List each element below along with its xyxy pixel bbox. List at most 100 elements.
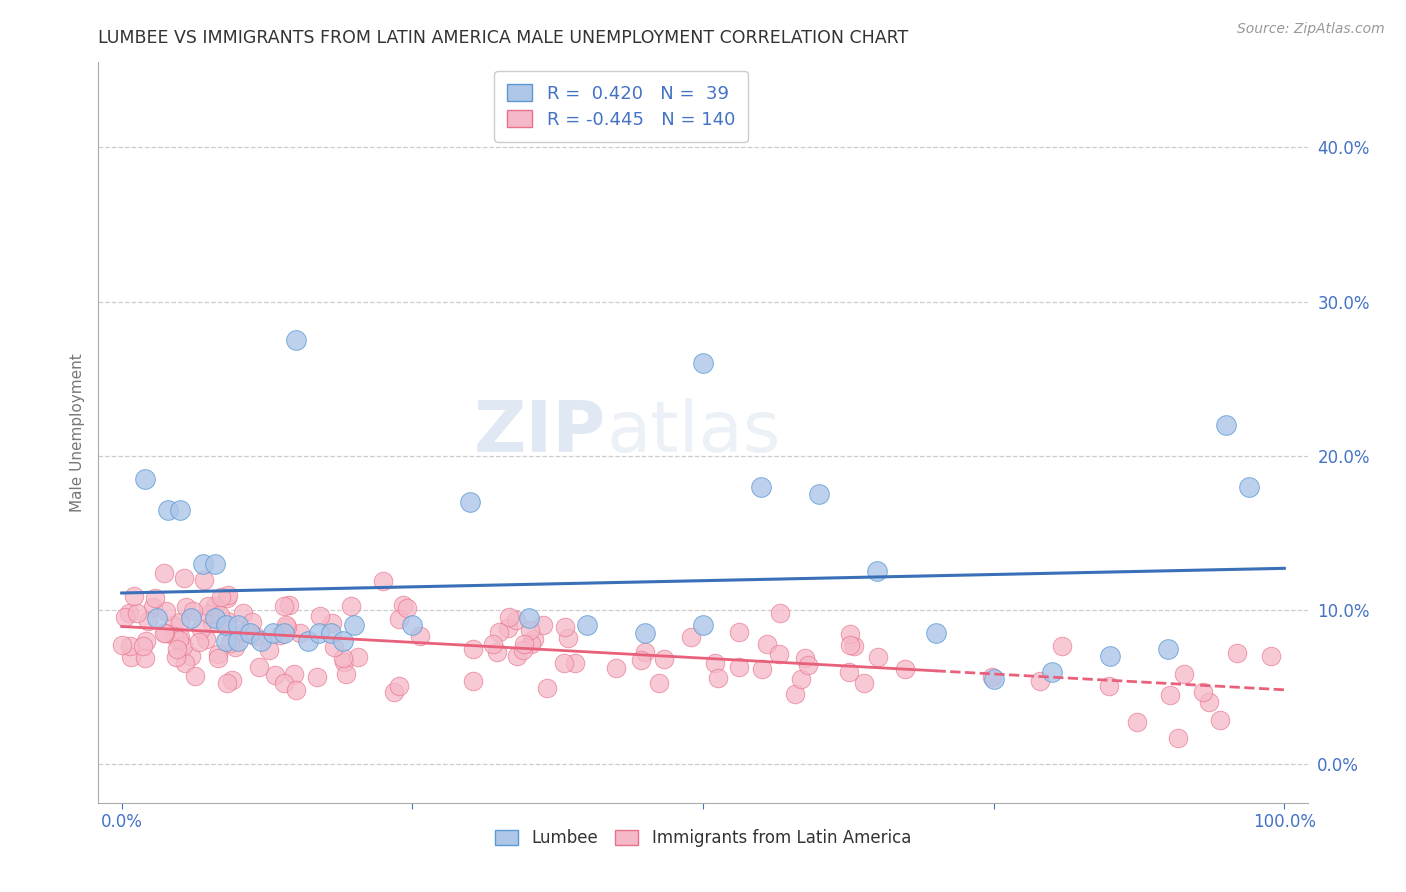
Point — [523, 632, 546, 646]
Point — [842, 639, 865, 653]
Point — [283, 667, 305, 681]
Point — [217, 614, 239, 628]
Point — [111, 638, 134, 652]
Point — [215, 618, 238, 632]
Point — [163, 628, 186, 642]
Point — [321, 616, 343, 631]
Point — [319, 626, 342, 640]
Point — [553, 656, 575, 670]
Point — [232, 625, 254, 640]
Point — [269, 628, 291, 642]
Point — [183, 669, 205, 683]
Point — [1098, 680, 1121, 694]
Point — [250, 633, 273, 648]
Point — [1226, 646, 1249, 660]
Point — [1159, 688, 1181, 702]
Point — [1198, 695, 1220, 709]
Point — [1173, 666, 1195, 681]
Point — [488, 624, 510, 639]
Point — [153, 625, 176, 640]
Point — [332, 633, 354, 648]
Point — [143, 591, 166, 605]
Point — [308, 626, 330, 640]
Point — [169, 502, 191, 516]
Point — [204, 599, 226, 614]
Point — [1098, 649, 1121, 664]
Point — [134, 651, 156, 665]
Point — [605, 661, 627, 675]
Point — [166, 641, 188, 656]
Point — [215, 633, 238, 648]
Point — [517, 611, 540, 625]
Point — [783, 687, 806, 701]
Point — [274, 617, 297, 632]
Point — [122, 590, 145, 604]
Point — [323, 640, 346, 655]
Point — [506, 648, 529, 663]
Point — [132, 640, 155, 654]
Point — [118, 640, 141, 654]
Point — [226, 618, 249, 632]
Point — [193, 573, 215, 587]
Point — [554, 620, 576, 634]
Point — [1126, 714, 1149, 729]
Point — [401, 618, 423, 632]
Point — [1215, 417, 1237, 432]
Point — [173, 570, 195, 584]
Point — [981, 670, 1004, 684]
Point — [197, 599, 219, 614]
Point — [215, 591, 238, 606]
Point — [204, 557, 226, 571]
Point — [174, 657, 197, 671]
Point — [120, 650, 142, 665]
Point — [243, 629, 266, 643]
Point — [153, 625, 176, 640]
Point — [707, 672, 730, 686]
Point — [536, 681, 558, 695]
Point — [335, 666, 357, 681]
Point — [278, 598, 301, 612]
Point — [513, 637, 536, 651]
Point — [290, 625, 312, 640]
Point — [853, 676, 876, 690]
Point — [633, 645, 655, 659]
Point — [204, 611, 226, 625]
Point — [1192, 684, 1215, 698]
Point — [727, 625, 749, 640]
Point — [692, 618, 714, 632]
Point — [201, 615, 224, 630]
Point — [217, 676, 239, 690]
Point — [190, 622, 212, 636]
Point — [183, 604, 205, 618]
Point — [868, 649, 890, 664]
Point — [273, 676, 295, 690]
Point — [391, 599, 413, 613]
Point — [768, 647, 790, 661]
Point — [343, 618, 366, 632]
Point — [138, 615, 160, 629]
Point — [340, 599, 363, 613]
Point — [838, 665, 860, 680]
Point — [118, 606, 141, 620]
Point — [273, 626, 295, 640]
Point — [1040, 665, 1063, 679]
Point — [224, 640, 246, 654]
Point — [257, 643, 280, 657]
Point — [371, 574, 394, 588]
Point — [838, 638, 860, 652]
Point — [346, 650, 368, 665]
Point — [198, 607, 221, 621]
Y-axis label: Male Unemployment: Male Unemployment — [69, 353, 84, 512]
Point — [285, 333, 308, 347]
Point — [460, 495, 482, 509]
Point — [309, 608, 332, 623]
Point — [409, 629, 432, 643]
Point — [983, 673, 1005, 687]
Point — [893, 661, 915, 675]
Point — [679, 631, 702, 645]
Point — [630, 653, 652, 667]
Point — [751, 662, 773, 676]
Point — [463, 642, 485, 657]
Point — [793, 651, 815, 665]
Point — [634, 626, 657, 640]
